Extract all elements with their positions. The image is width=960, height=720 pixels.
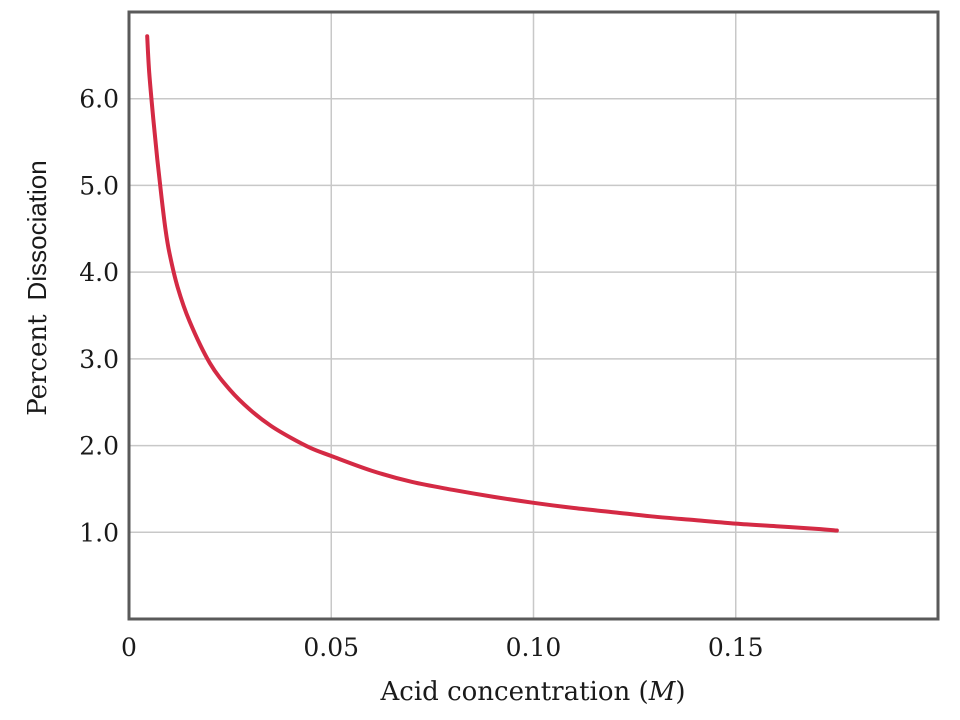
y-axis-title: Percent Dissociation bbox=[22, 160, 53, 415]
x-tick-labels: 0 0.05 0.10 0.15 bbox=[121, 633, 764, 662]
y-tick-label: 4.0 bbox=[79, 258, 119, 287]
x-axis-title-close: ) bbox=[675, 677, 685, 707]
y-tick-label: 1.0 bbox=[79, 518, 119, 547]
y-axis-title-word-1: Percent bbox=[23, 314, 53, 416]
y-tick-label: 2.0 bbox=[79, 432, 119, 461]
x-tick-label: 0 bbox=[121, 633, 137, 662]
x-tick-label: 0.05 bbox=[303, 633, 359, 662]
y-axis-title-word-2: Dissociation bbox=[22, 160, 52, 300]
y-tick-label: 6.0 bbox=[79, 85, 119, 114]
plot-frame bbox=[127, 10, 940, 621]
series-line-0 bbox=[145, 34, 839, 533]
x-tick-label: 0.15 bbox=[708, 633, 764, 662]
x-axis-title-unit: M bbox=[648, 677, 677, 707]
grid-layer bbox=[129, 12, 938, 619]
y-tick-label: 3.0 bbox=[79, 345, 119, 374]
y-tick-labels: 1.0 2.0 3.0 4.0 5.0 6.0 bbox=[79, 85, 119, 548]
x-axis-title-text: Acid concentration ( bbox=[380, 677, 649, 707]
x-tick-label: 0.10 bbox=[506, 633, 562, 662]
series-layer bbox=[145, 34, 839, 533]
y-tick-label: 5.0 bbox=[79, 171, 119, 200]
x-axis-title: Acid concentration (M) bbox=[380, 677, 686, 707]
